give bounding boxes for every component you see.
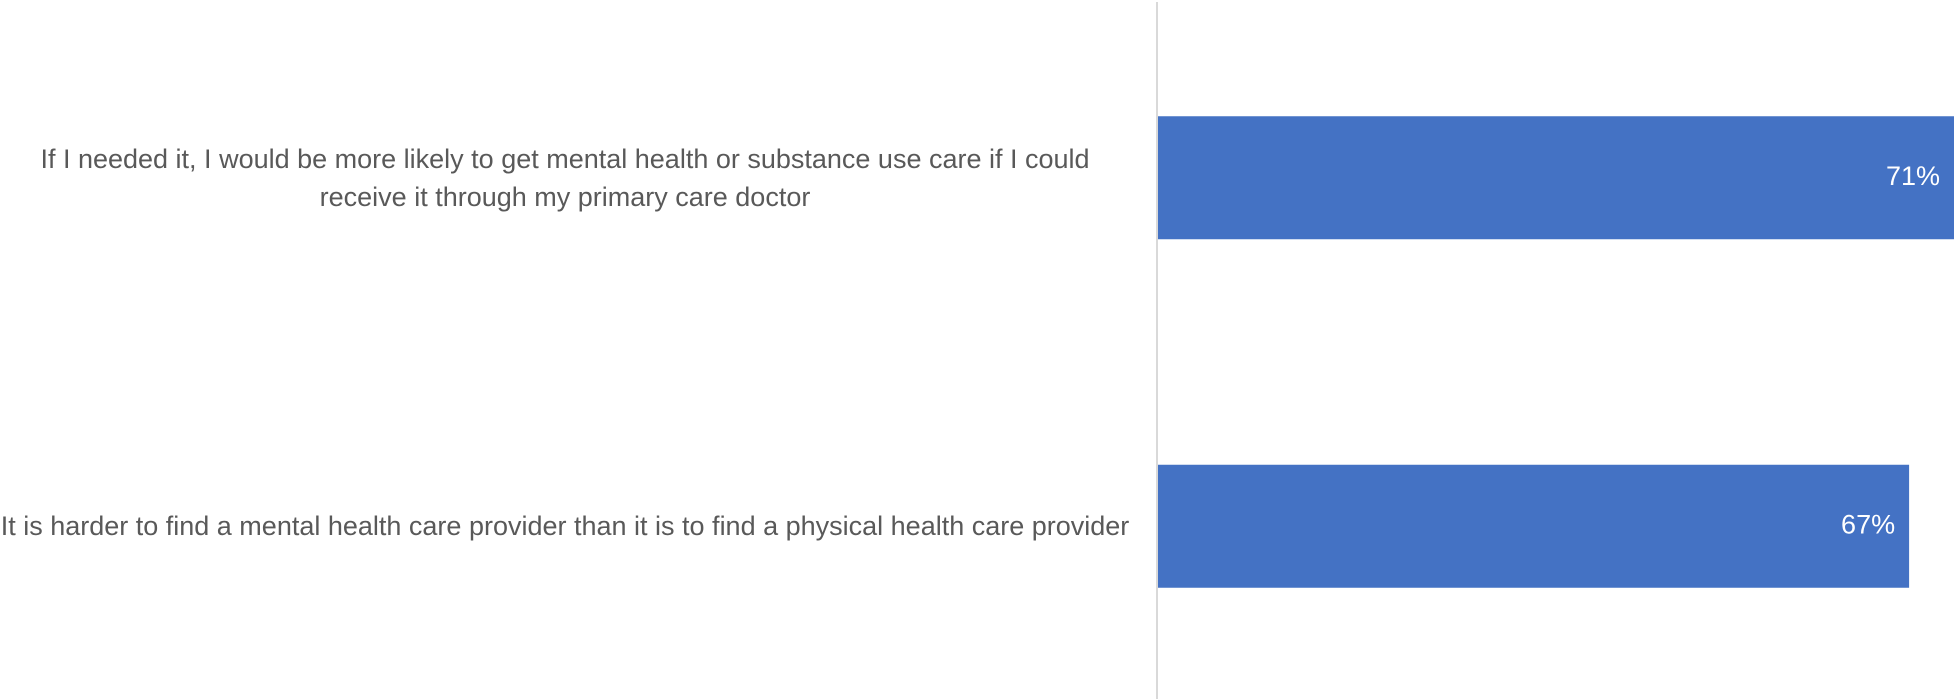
value-label: 71% [1886,161,1940,191]
bar [1157,116,1954,240]
bar [1157,464,1910,588]
category-label: It is harder to find a mental health car… [0,511,1130,542]
value-label: 67% [1841,509,1895,539]
category-label: If I needed it, I would be more likely t… [40,143,1090,212]
